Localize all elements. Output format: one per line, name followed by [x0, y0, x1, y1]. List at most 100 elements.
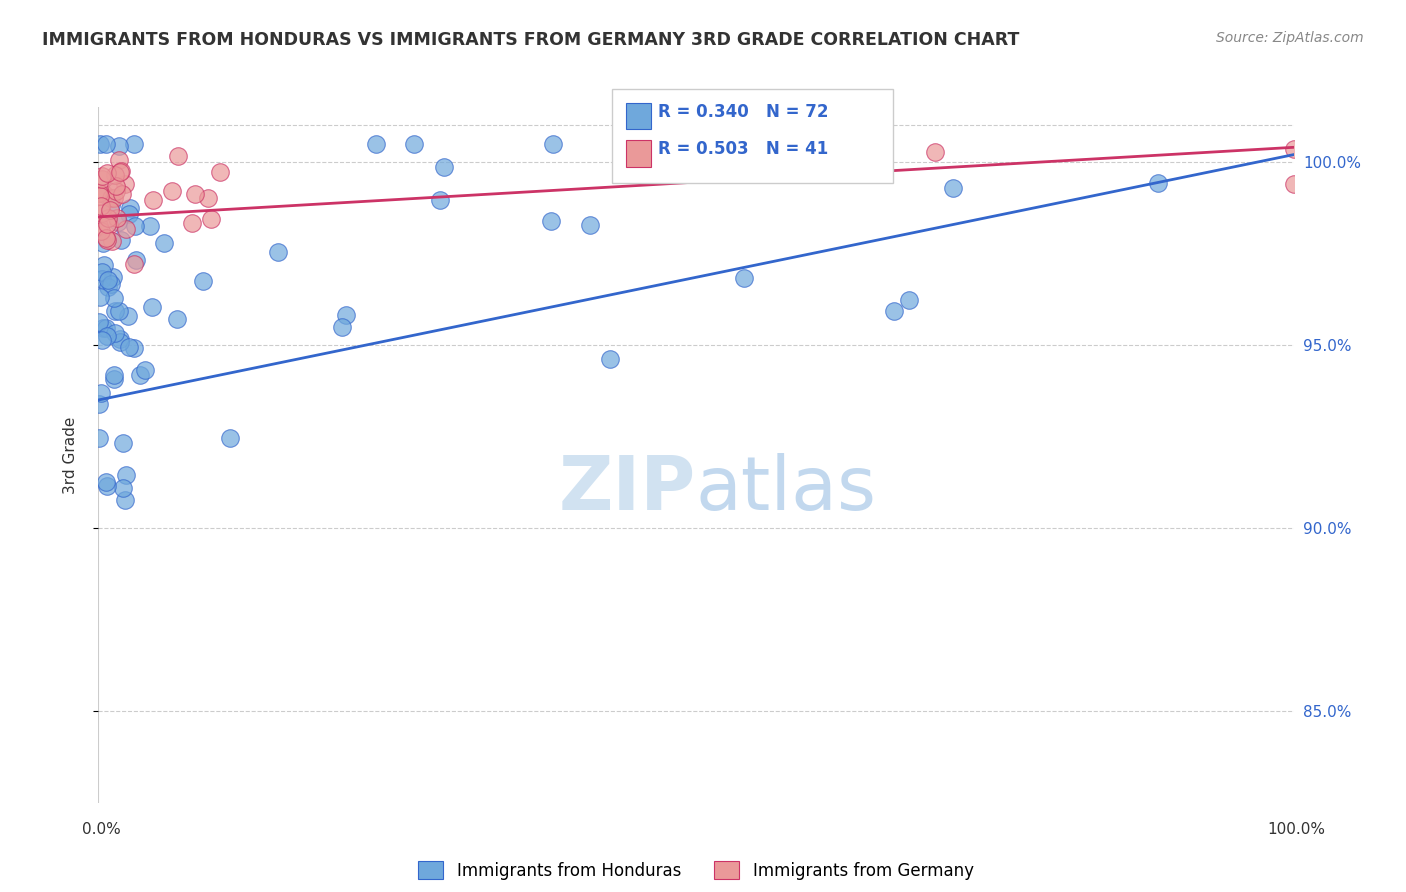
Point: [94, 475, 117, 489]
Point: [91, 236, 114, 251]
Point: [98, 203, 121, 218]
Point: [540, 214, 562, 228]
Point: [105, 211, 128, 226]
Point: [103, 291, 125, 305]
Point: [105, 179, 128, 194]
Point: [101, 234, 124, 248]
Point: [1282, 177, 1305, 191]
Point: [96, 479, 118, 493]
Legend: Immigrants from Honduras, Immigrants from Germany: Immigrants from Honduras, Immigrants fro…: [412, 855, 980, 887]
Point: [91, 206, 114, 220]
Point: [91, 333, 114, 347]
Point: [868, 165, 890, 179]
Point: [93, 259, 115, 273]
Point: [90, 385, 112, 400]
Point: [103, 270, 125, 285]
Point: [111, 481, 134, 495]
Point: [110, 233, 132, 247]
Point: [122, 341, 145, 355]
Point: [97, 280, 120, 294]
Point: [108, 335, 131, 350]
Point: [104, 326, 127, 341]
Point: [1282, 142, 1305, 156]
Point: [160, 184, 183, 198]
Point: [335, 308, 357, 322]
Point: [97, 211, 120, 225]
Y-axis label: 3rd Grade: 3rd Grade: [63, 417, 77, 493]
Point: [107, 153, 129, 167]
Point: [105, 184, 128, 198]
Point: [96, 218, 118, 232]
Point: [89, 189, 111, 203]
Point: [166, 149, 188, 163]
Point: [110, 164, 132, 178]
Point: [90, 265, 112, 279]
Point: [122, 257, 145, 271]
Point: [90, 169, 112, 183]
Point: [883, 304, 905, 318]
Point: [134, 363, 156, 377]
Point: [166, 311, 188, 326]
Point: [100, 198, 122, 212]
Point: [103, 368, 125, 383]
Point: [100, 191, 122, 205]
Point: [94, 321, 117, 335]
Point: [89, 290, 111, 304]
Text: 100.0%: 100.0%: [1267, 822, 1326, 837]
Point: [429, 193, 451, 207]
Point: [924, 145, 946, 160]
Point: [197, 191, 219, 205]
Point: [118, 207, 141, 221]
Point: [541, 136, 564, 151]
Point: [125, 253, 148, 268]
Point: [1147, 176, 1170, 190]
Point: [114, 177, 136, 191]
Point: [103, 372, 125, 386]
Point: [402, 136, 425, 151]
Text: Source: ZipAtlas.com: Source: ZipAtlas.com: [1216, 31, 1364, 45]
Point: [115, 467, 138, 482]
Point: [108, 332, 131, 346]
Point: [89, 136, 111, 151]
Point: [93, 187, 115, 202]
Point: [98, 218, 121, 232]
Point: [91, 272, 114, 286]
Point: [619, 136, 641, 151]
Text: IMMIGRANTS FROM HONDURAS VS IMMIGRANTS FROM GERMANY 3RD GRADE CORRELATION CHART: IMMIGRANTS FROM HONDURAS VS IMMIGRANTS F…: [42, 31, 1019, 49]
Point: [91, 320, 114, 334]
Point: [129, 368, 152, 382]
Point: [117, 340, 139, 354]
Point: [117, 309, 139, 323]
Point: [87, 186, 110, 200]
Point: [110, 165, 132, 179]
Point: [87, 219, 110, 234]
Point: [114, 222, 136, 236]
Point: [141, 300, 163, 314]
Point: [124, 219, 146, 233]
Point: [114, 492, 136, 507]
Point: [267, 244, 290, 259]
Point: [94, 231, 117, 245]
Point: [181, 217, 204, 231]
Point: [94, 136, 117, 151]
Point: [733, 271, 755, 285]
Point: [200, 211, 222, 226]
Point: [599, 351, 621, 366]
Point: [90, 199, 112, 213]
Point: [111, 186, 134, 201]
Point: [184, 186, 207, 201]
Point: [578, 219, 600, 233]
Point: [330, 320, 353, 334]
Point: [96, 329, 118, 343]
Point: [191, 274, 214, 288]
Point: [87, 431, 110, 445]
Point: [96, 233, 118, 247]
Point: [219, 431, 242, 445]
Point: [104, 169, 127, 183]
Point: [112, 436, 135, 450]
Point: [709, 136, 731, 151]
Text: R = 0.340   N = 72: R = 0.340 N = 72: [658, 103, 828, 120]
Text: ZIP: ZIP: [558, 453, 696, 526]
Point: [153, 235, 176, 250]
Point: [124, 136, 146, 151]
